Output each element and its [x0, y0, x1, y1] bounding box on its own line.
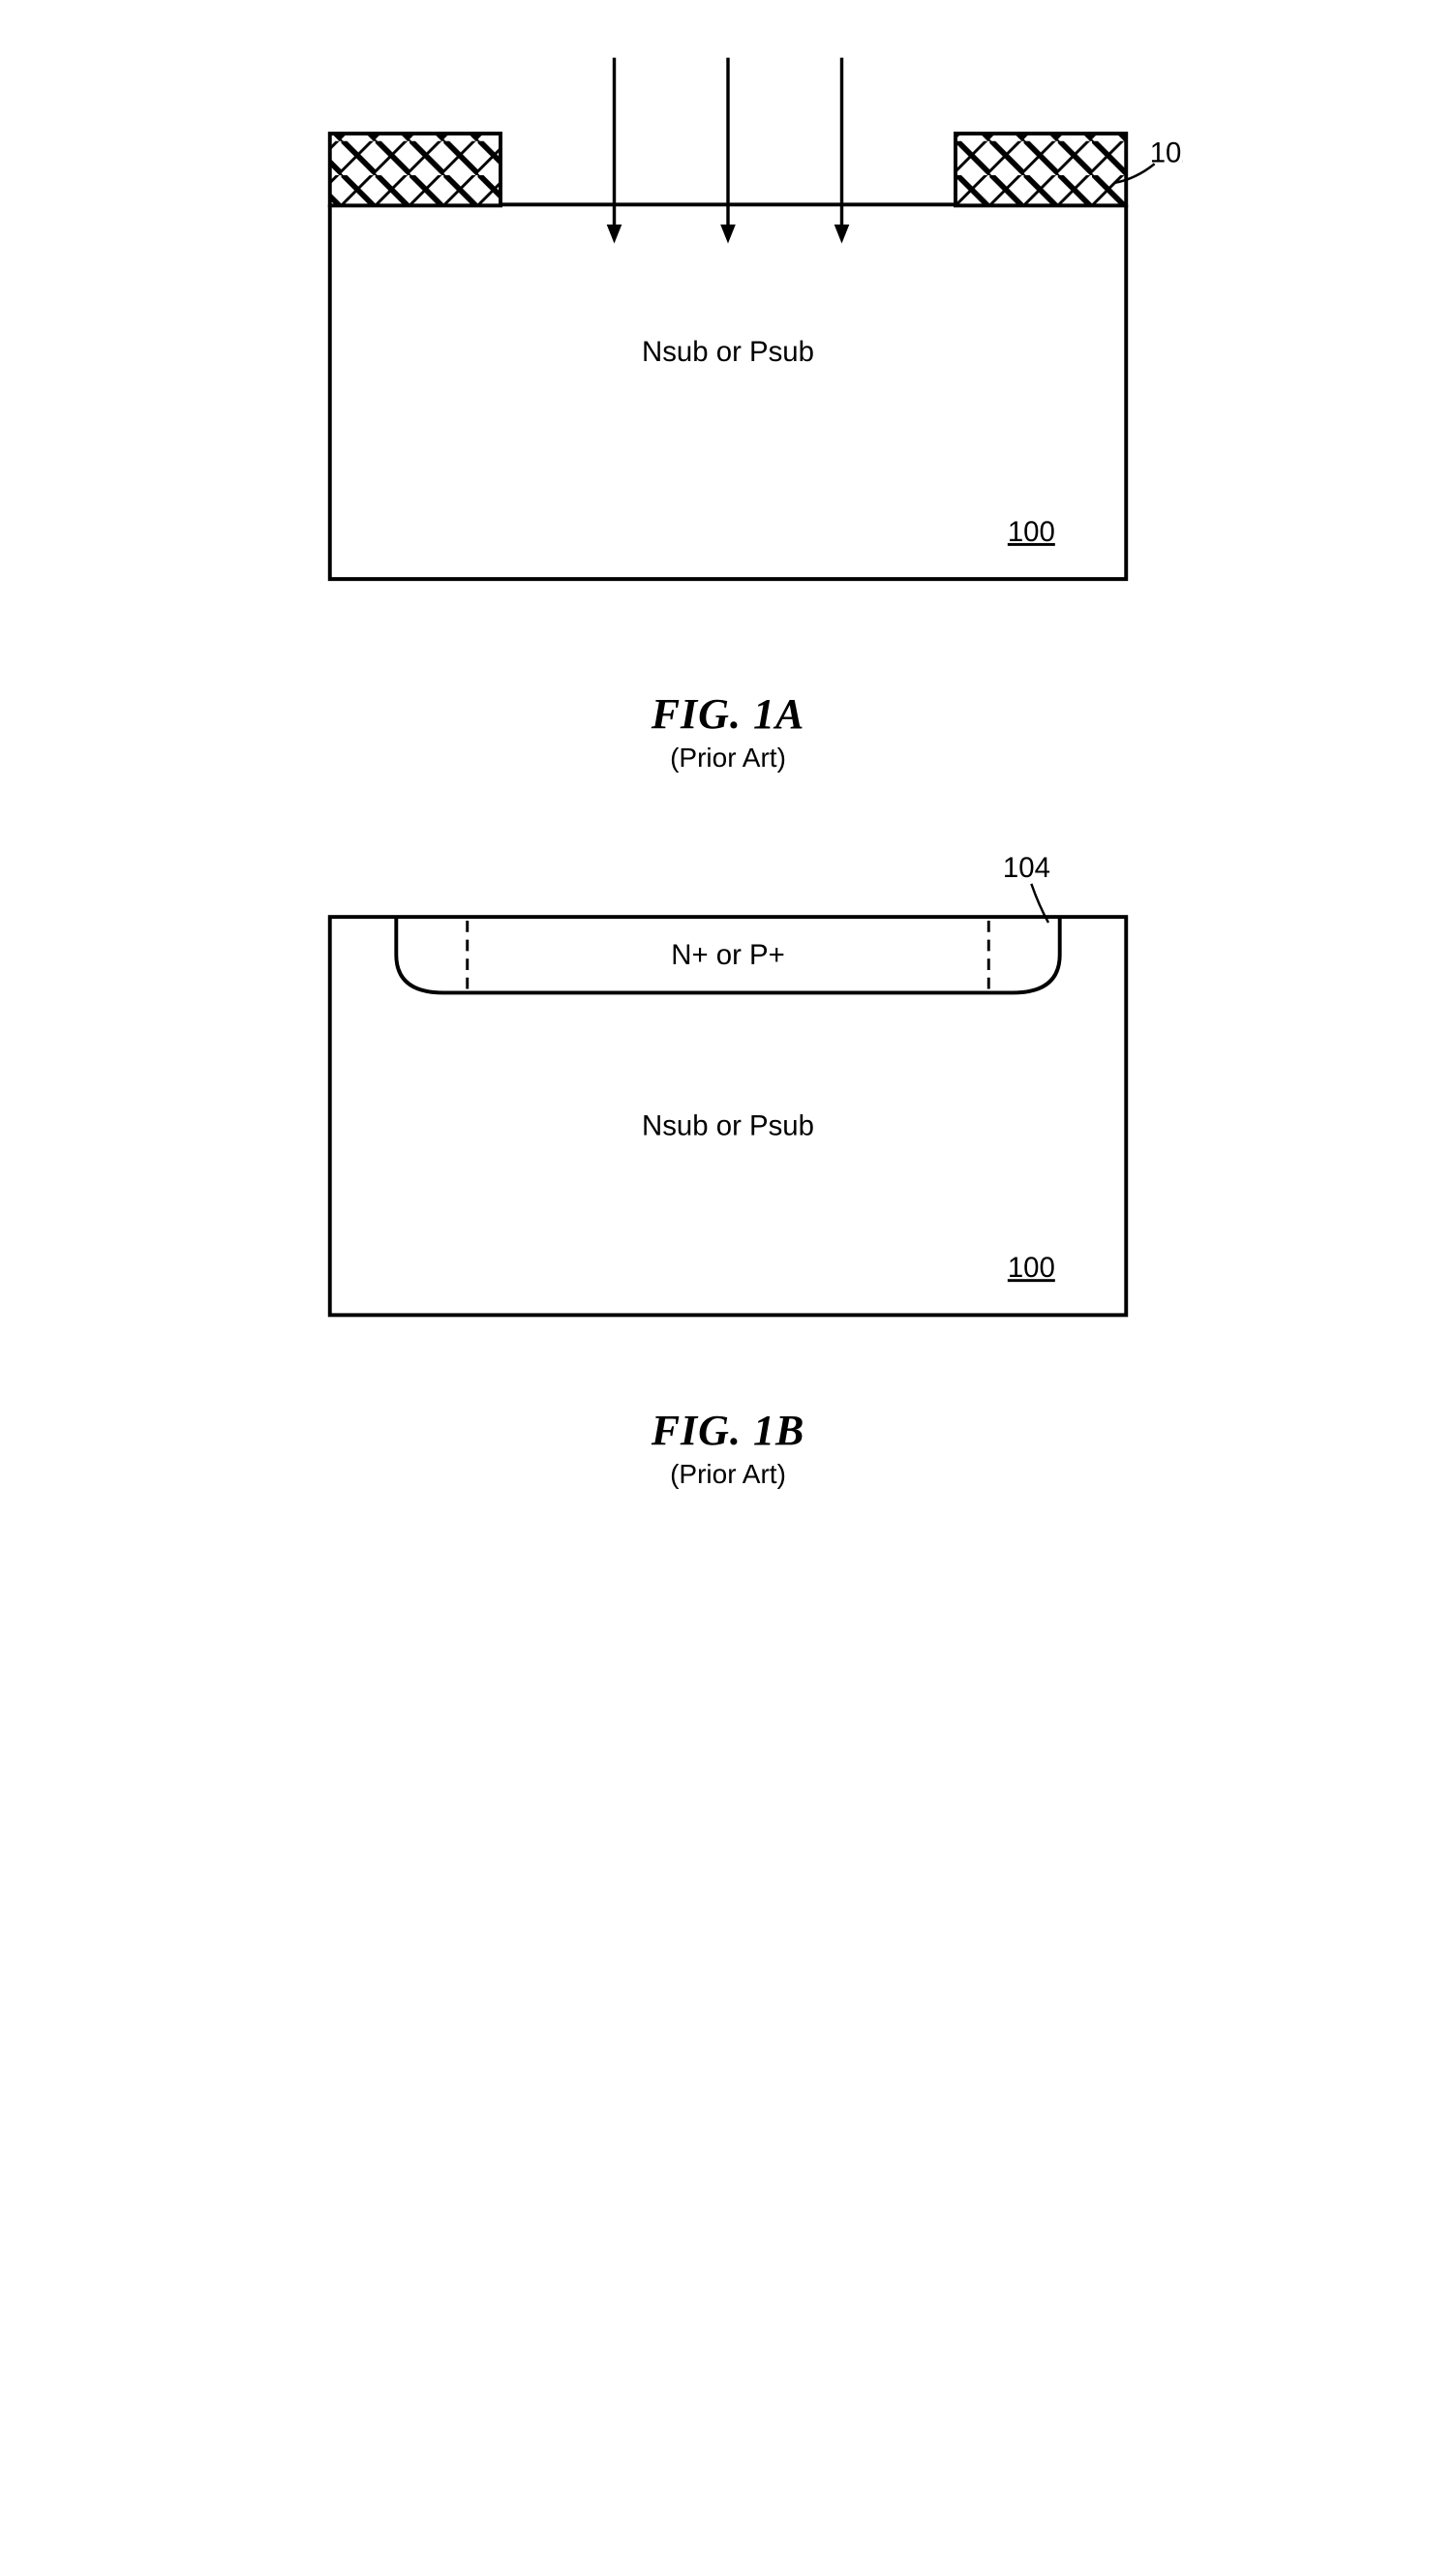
fig1a-caption: FIG. 1A (Prior Art): [273, 689, 1183, 774]
fig1b-caption: FIG. 1B (Prior Art): [273, 1406, 1183, 1490]
fig1b-svg: N+ or P+ Nsub or Psub 100 104: [273, 832, 1183, 1362]
substrate-label: Nsub or Psub: [642, 336, 814, 368]
mask-right: [956, 134, 1126, 205]
ref-102: 102: [1150, 137, 1183, 168]
mask-left: [330, 134, 500, 205]
ref-100-b: 100: [1008, 1252, 1055, 1284]
fig1a-svg: Nsub or Psub 100 102: [273, 39, 1183, 646]
ref-104: 104: [1003, 852, 1050, 884]
implant-arrows: [607, 58, 850, 244]
fig1b-title: FIG. 1B: [273, 1406, 1183, 1455]
fig1b-subtitle: (Prior Art): [273, 1459, 1183, 1490]
figure-1b: N+ or P+ Nsub or Psub 100 104 FIG. 1B (P…: [273, 832, 1183, 1490]
ref-100: 100: [1008, 516, 1055, 548]
fig1a-title: FIG. 1A: [273, 689, 1183, 739]
figure-1a: Nsub or Psub 100 102 FIG. 1A (Prior Art): [273, 39, 1183, 774]
substrate-label-b: Nsub or Psub: [642, 1109, 814, 1141]
fig1a-subtitle: (Prior Art): [273, 743, 1183, 774]
region-label: N+ or P+: [671, 939, 785, 971]
